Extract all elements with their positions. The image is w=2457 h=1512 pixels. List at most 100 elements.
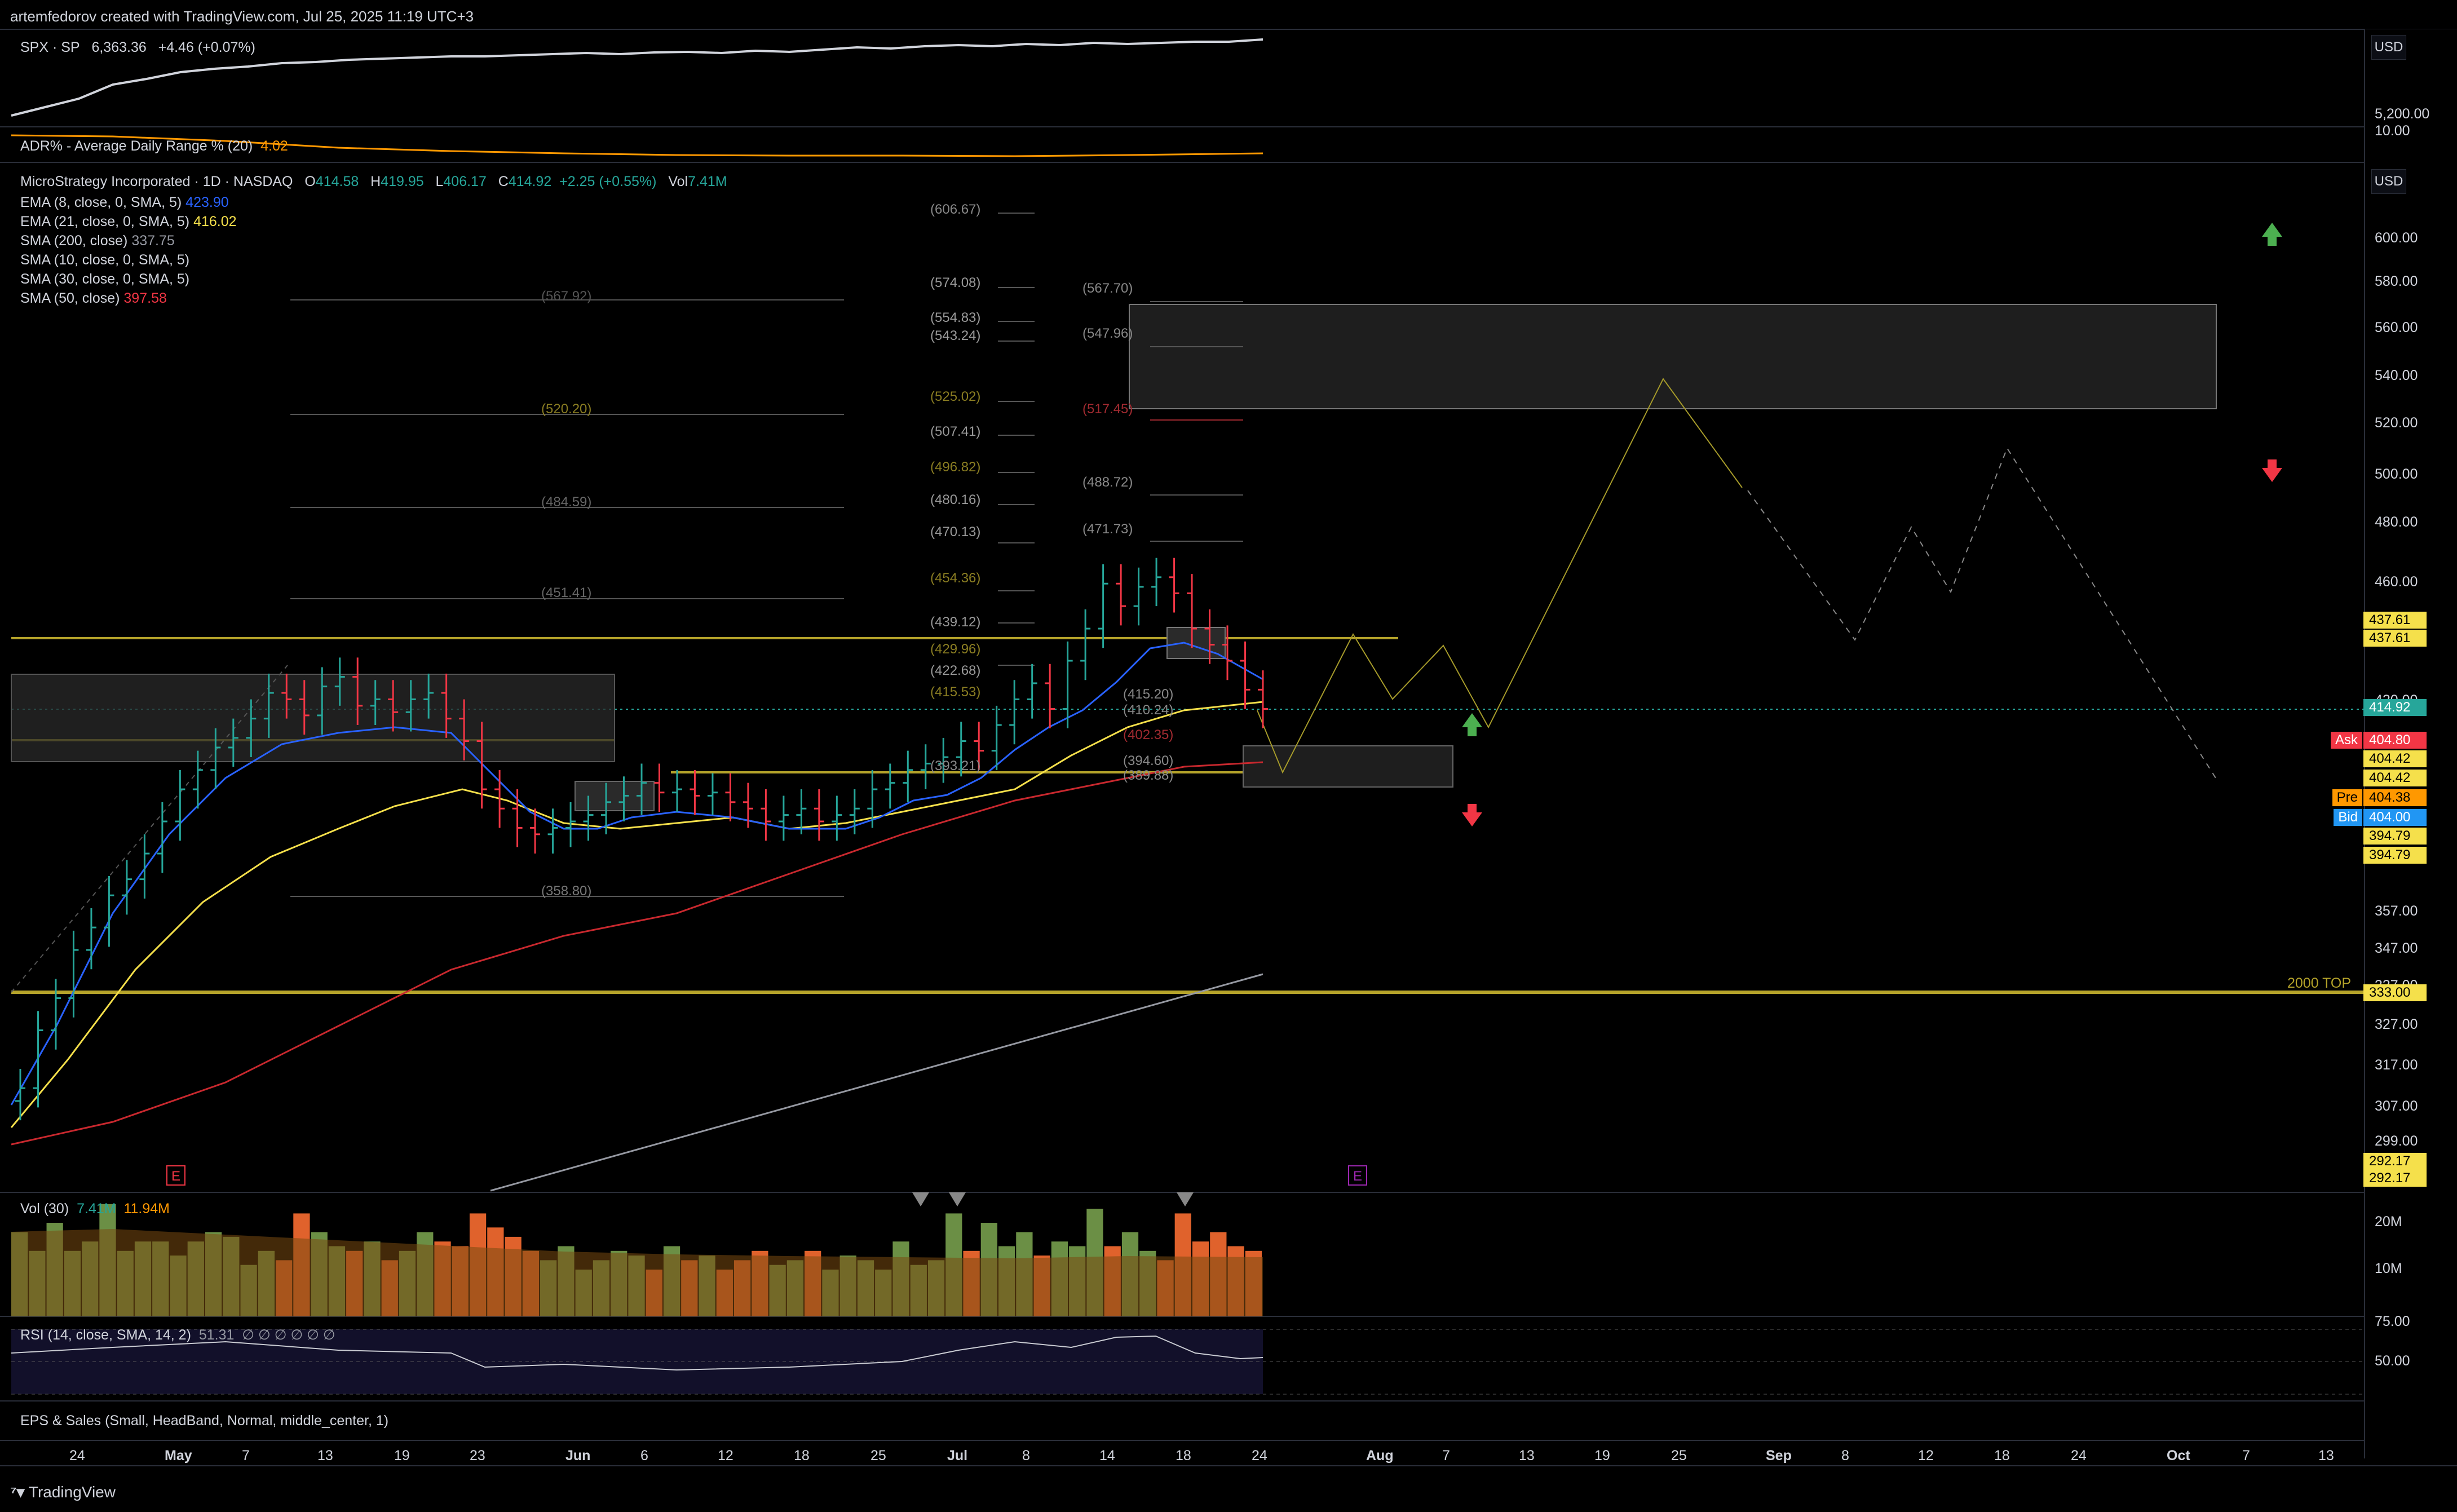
price-badge-value: 292.17	[2363, 1153, 2427, 1170]
candle	[761, 789, 771, 841]
candle	[903, 750, 913, 802]
price-badge: Bid 404.00	[2334, 809, 2427, 826]
zones	[11, 304, 2217, 811]
candle	[157, 802, 167, 873]
fib-level-label: (567.92)	[541, 289, 592, 304]
eps-legend: EPS & Sales (Small, HeadBand, Normal, mi…	[20, 1413, 389, 1429]
currency-button-main[interactable]: USD	[2371, 169, 2406, 194]
currency-button-top[interactable]: USD	[2371, 35, 2406, 60]
time-axis-label: Aug	[1366, 1448, 1394, 1464]
spx-axis-label: 5,200.00	[2375, 106, 2430, 122]
indicator-row[interactable]: EMA (8, close, 0, SMA, 5) 423.90	[20, 193, 237, 212]
time-axis-label: May	[165, 1448, 192, 1464]
fib-level-label: (574.08)	[930, 275, 981, 290]
volume-value: 7.41M	[688, 174, 727, 189]
price-axis-label: 520.00	[2375, 415, 2418, 431]
candle	[317, 667, 328, 735]
price-badge-prefix: Ask	[2330, 732, 2362, 749]
price-badge: 292.17	[2363, 1170, 2427, 1187]
candle	[352, 657, 363, 726]
time-axis-label: 25	[1671, 1448, 1687, 1464]
low-value: 406.17	[443, 174, 487, 189]
candle	[1116, 564, 1126, 626]
candle	[370, 680, 381, 726]
annotation-2000-top: 2000 TOP	[2287, 975, 2352, 991]
fib-level-label: (451.41)	[541, 585, 592, 600]
indicator-label: SMA (50, close)	[20, 290, 120, 306]
price-axis-label: 540.00	[2375, 368, 2418, 383]
indicator-value: 397.58	[123, 290, 167, 306]
trendline	[490, 973, 1263, 1192]
time-axis-label: 18	[1176, 1448, 1191, 1464]
price-badge: 437.61	[2363, 612, 2427, 629]
candle	[86, 908, 96, 970]
time-axis-label: 18	[794, 1448, 810, 1464]
fib-level-label: (520.20)	[541, 401, 592, 417]
price-axis-label: 560.00	[2375, 320, 2418, 335]
candle	[743, 782, 753, 828]
candle	[725, 773, 736, 822]
indicator-label: SMA (30, close, 0, SMA, 5)	[20, 271, 190, 287]
fib-level-label: (393.21)	[930, 758, 981, 773]
time-axis-label: 7	[2242, 1448, 2250, 1464]
candle	[1009, 680, 1020, 745]
svg-text:E: E	[1353, 1169, 1362, 1184]
fib-level-label: (496.82)	[930, 459, 981, 475]
time-axis-label: Oct	[2167, 1448, 2190, 1464]
arrows	[1462, 223, 2282, 826]
volume-axis-label: 20M	[2375, 1214, 2402, 1230]
candle	[867, 770, 878, 828]
brand-name: TradingView	[28, 1483, 116, 1501]
volume-ma-area	[11, 1229, 1263, 1316]
fib-level-label: (507.41)	[930, 424, 981, 439]
time-axis-label: Sep	[1766, 1448, 1792, 1464]
candle	[547, 808, 558, 854]
candle	[565, 802, 576, 847]
candle	[334, 657, 345, 706]
earnings-marker[interactable]: E	[1348, 1165, 1367, 1186]
candle	[618, 776, 629, 822]
indicator-value: 416.02	[193, 214, 237, 229]
indicator-row[interactable]: SMA (200, close) 337.75	[20, 231, 237, 250]
candle	[920, 744, 931, 790]
candle	[832, 795, 842, 841]
price-badge-value: 404.80	[2363, 732, 2427, 749]
indicator-label: SMA (10, close, 0, SMA, 5)	[20, 252, 190, 268]
price-badge: Pre 404.38	[2332, 789, 2427, 806]
time-axis-label: Jul	[947, 1448, 968, 1464]
tradingview-logo[interactable]: ⁷▾ TradingView	[10, 1483, 116, 1501]
fib-level-label: (429.96)	[930, 642, 981, 657]
price-badge-value: 404.42	[2363, 770, 2427, 786]
candle	[654, 763, 665, 812]
fib-level-label: (547.96)	[1082, 326, 1133, 341]
adr-axis-label: 10.00	[2375, 123, 2410, 139]
candle	[956, 722, 966, 777]
indicator-row[interactable]: EMA (21, close, 0, SMA, 5) 416.02	[20, 212, 237, 231]
candle	[796, 789, 807, 834]
candle	[1098, 564, 1108, 648]
time-axis-label: 8	[1022, 1448, 1030, 1464]
candle	[991, 705, 1002, 770]
spx-value: 6,363.36	[91, 39, 147, 55]
earnings-marker[interactable]: E	[166, 1165, 185, 1186]
price-badge-value: 333.00	[2363, 984, 2427, 1001]
price-axis-label: 600.00	[2375, 230, 2418, 246]
fib-level-label: (402.35)	[1123, 727, 1174, 742]
rsi-line	[11, 1335, 1263, 1371]
price-badge-value: 437.61	[2363, 612, 2427, 629]
fib-level-label: (567.70)	[1082, 281, 1133, 296]
indicator-row[interactable]: SMA (10, close, 0, SMA, 5)	[20, 250, 237, 269]
price-badge-value: 394.79	[2363, 828, 2427, 845]
time-axis-label: 18	[1994, 1448, 2010, 1464]
fib-level-label: (471.73)	[1082, 521, 1133, 537]
indicator-row[interactable]: SMA (30, close, 0, SMA, 5)	[20, 269, 237, 289]
indicator-row[interactable]: SMA (50, close) 397.58	[20, 289, 237, 308]
candle	[139, 834, 150, 899]
volume-legend: Vol (30) 7.41M 11.94M	[20, 1201, 170, 1217]
candle	[637, 763, 647, 815]
price-badge-prefix: Pre	[2332, 789, 2362, 806]
indicator-label: SMA (200, close)	[20, 233, 128, 249]
adr-value: 4.02	[260, 138, 288, 154]
open-value: 414.58	[315, 174, 359, 189]
